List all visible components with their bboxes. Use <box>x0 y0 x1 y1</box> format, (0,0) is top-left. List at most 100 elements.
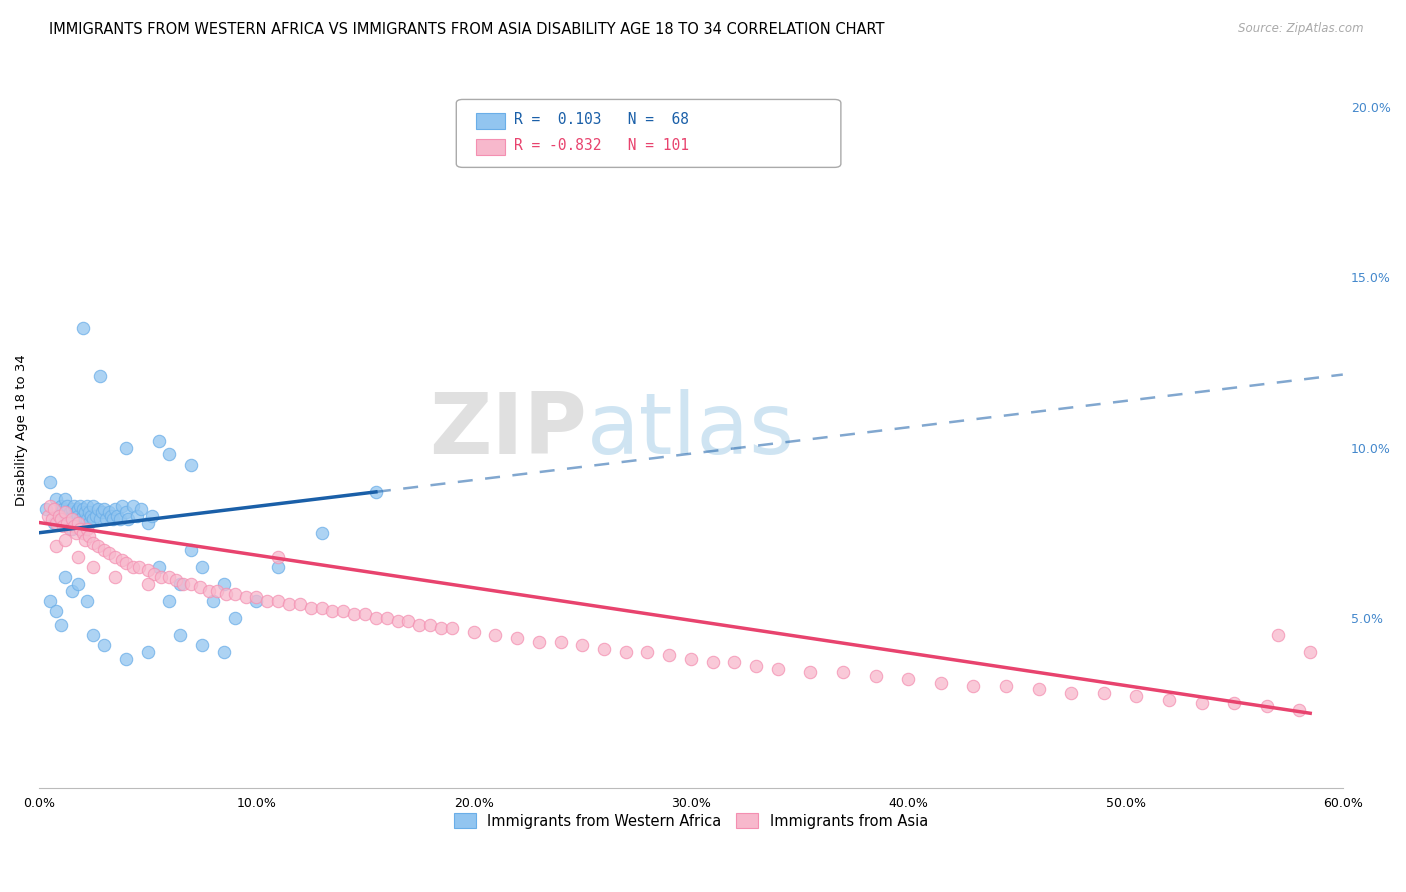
Immigrants from Asia <box>440 621 463 635</box>
Bar <box>475 139 505 155</box>
Immigrants from Asia <box>929 675 952 690</box>
Immigrants from Asia <box>267 594 290 608</box>
Immigrants from Asia <box>463 624 485 639</box>
Immigrants from Western Africa <box>117 512 139 526</box>
Immigrants from Western Africa <box>212 577 235 591</box>
Immigrants from Western Africa <box>60 583 83 598</box>
Legend: Immigrants from Western Africa, Immigrants from Asia: Immigrants from Western Africa, Immigran… <box>449 807 934 835</box>
Immigrants from Asia <box>82 536 104 550</box>
Immigrants from Western Africa <box>63 499 86 513</box>
Immigrants from Asia <box>506 632 529 646</box>
Immigrants from Western Africa <box>56 499 79 513</box>
Immigrants from Asia <box>104 570 127 584</box>
Immigrants from Western Africa <box>136 645 159 659</box>
Immigrants from Asia <box>354 607 377 622</box>
Immigrants from Western Africa <box>72 502 94 516</box>
Immigrants from Western Africa <box>82 499 104 513</box>
Immigrants from Asia <box>93 542 115 557</box>
Immigrants from Asia <box>766 662 789 676</box>
Immigrants from Asia <box>343 607 366 622</box>
Immigrants from Asia <box>49 512 72 526</box>
Immigrants from Western Africa <box>224 611 246 625</box>
Immigrants from Western Africa <box>89 512 111 526</box>
Immigrants from Asia <box>799 665 821 680</box>
Immigrants from Asia <box>224 587 246 601</box>
Immigrants from Western Africa <box>125 508 148 523</box>
Immigrants from Western Africa <box>191 638 214 652</box>
Immigrants from Western Africa <box>77 505 100 519</box>
Immigrants from Asia <box>398 615 420 629</box>
Immigrants from Western Africa <box>65 516 87 530</box>
Immigrants from Western Africa <box>45 604 67 618</box>
Immigrants from Western Africa <box>82 512 104 526</box>
Immigrants from Asia <box>865 669 887 683</box>
Immigrants from Western Africa <box>73 505 96 519</box>
Immigrants from Asia <box>172 577 194 591</box>
Immigrants from Western Africa <box>39 594 62 608</box>
Immigrants from Asia <box>1288 703 1310 717</box>
Immigrants from Western Africa <box>159 594 181 608</box>
Immigrants from Western Africa <box>105 508 128 523</box>
Immigrants from Asia <box>593 641 616 656</box>
Immigrants from Western Africa <box>111 499 134 513</box>
Immigrants from Asia <box>614 645 637 659</box>
Text: atlas: atlas <box>586 389 794 472</box>
Immigrants from Asia <box>53 533 76 547</box>
Immigrants from Asia <box>180 577 202 591</box>
Immigrants from Western Africa <box>245 594 267 608</box>
Bar <box>475 113 505 128</box>
Immigrants from Western Africa <box>267 559 290 574</box>
Immigrants from Western Africa <box>67 577 90 591</box>
Immigrants from Asia <box>53 505 76 519</box>
Immigrants from Asia <box>1191 696 1213 710</box>
Immigrants from Asia <box>1060 686 1083 700</box>
Immigrants from Western Africa <box>93 638 115 652</box>
Immigrants from Asia <box>571 638 593 652</box>
Immigrants from Western Africa <box>82 628 104 642</box>
Immigrants from Asia <box>48 508 70 523</box>
Immigrants from Asia <box>159 570 181 584</box>
Immigrants from Asia <box>267 549 290 564</box>
Immigrants from Western Africa <box>84 508 107 523</box>
Immigrants from Western Africa <box>169 628 191 642</box>
Immigrants from Western Africa <box>100 508 122 523</box>
Immigrants from Western Africa <box>89 369 111 384</box>
Immigrants from Western Africa <box>77 516 100 530</box>
Immigrants from Asia <box>82 559 104 574</box>
Immigrants from Western Africa <box>180 458 202 472</box>
Immigrants from Asia <box>1028 682 1050 697</box>
Immigrants from Asia <box>58 522 80 536</box>
Immigrants from Western Africa <box>201 594 224 608</box>
Immigrants from Western Africa <box>53 491 76 506</box>
Immigrants from Western Africa <box>115 505 138 519</box>
Immigrants from Asia <box>44 502 66 516</box>
Immigrants from Western Africa <box>34 502 56 516</box>
Immigrants from Western Africa <box>56 512 79 526</box>
Immigrants from Western Africa <box>191 559 214 574</box>
Text: ZIP: ZIP <box>429 389 586 472</box>
Immigrants from Western Africa <box>67 508 90 523</box>
Immigrants from Asia <box>1157 692 1180 706</box>
Immigrants from Asia <box>408 617 430 632</box>
Immigrants from Western Africa <box>60 522 83 536</box>
Immigrants from Asia <box>67 549 90 564</box>
Immigrants from Asia <box>484 628 506 642</box>
Immigrants from Asia <box>321 604 343 618</box>
Immigrants from Western Africa <box>39 475 62 489</box>
Immigrants from Asia <box>65 525 87 540</box>
Immigrants from Western Africa <box>49 617 72 632</box>
Immigrants from Asia <box>299 600 322 615</box>
Immigrants from Asia <box>1223 696 1246 710</box>
Immigrants from Asia <box>527 634 550 648</box>
Immigrants from Asia <box>41 512 63 526</box>
Immigrants from Western Africa <box>80 508 103 523</box>
Immigrants from Asia <box>56 516 79 530</box>
Immigrants from Asia <box>76 522 98 536</box>
Immigrants from Western Africa <box>108 512 131 526</box>
Immigrants from Asia <box>143 566 166 581</box>
Immigrants from Western Africa <box>73 512 96 526</box>
Immigrants from Western Africa <box>65 505 87 519</box>
Immigrants from Asia <box>311 600 333 615</box>
Immigrants from Western Africa <box>44 516 66 530</box>
Immigrants from Western Africa <box>58 505 80 519</box>
